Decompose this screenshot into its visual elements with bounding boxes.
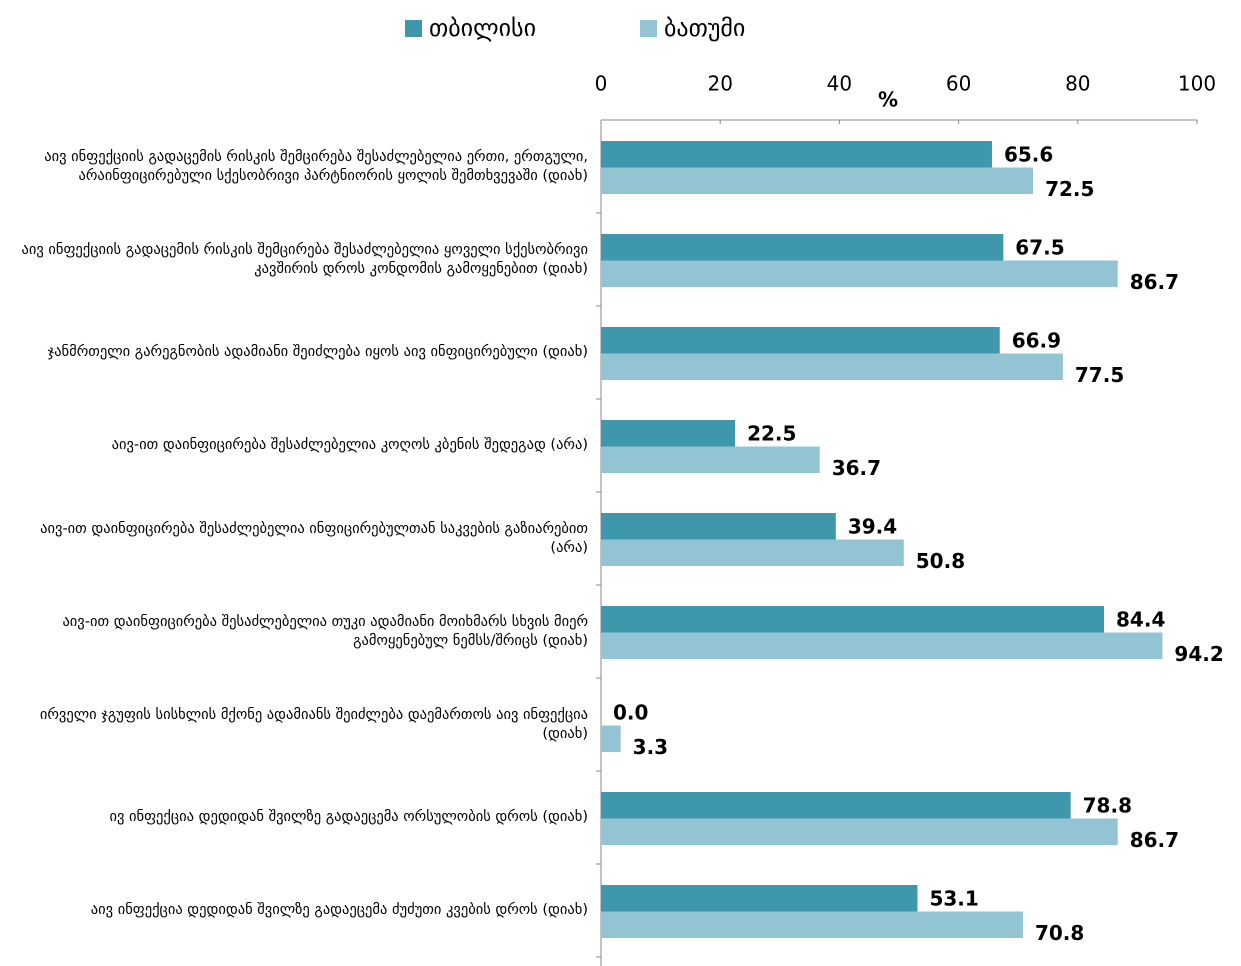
x-tick-label: 80	[1065, 72, 1090, 96]
category-label: აივ ინფექციის გადაცემის რისკის შემცირება…	[0, 213, 588, 306]
x-tick-label: 100	[1178, 72, 1216, 96]
category-label: აივ ინფექცია დედიდან შვილზე გადაეცემა ძუ…	[0, 864, 588, 957]
category-text: აივ ინფექცია დედიდან შვილზე გადაეცემა ძუ…	[90, 902, 588, 918]
data-label: 94.2	[1174, 642, 1223, 666]
bar	[601, 606, 1105, 633]
legend-swatch	[640, 20, 657, 37]
data-label: 72.5	[1045, 177, 1094, 201]
category-text: აივ ინფექციის გადაცემის რისკის შემცირება…	[21, 241, 588, 277]
data-label: 70.8	[1035, 921, 1084, 945]
x-tick-label: 40	[827, 72, 852, 96]
category-text: ივ ინფექცია დედიდან შვილზე გადაეცემა ორს…	[109, 809, 588, 825]
data-label: 84.4	[1116, 608, 1165, 632]
bar	[601, 141, 992, 168]
category-text: აივ-ით დაინფიცირება შესაძლებელია ინფიცირ…	[40, 520, 588, 556]
data-label: 53.1	[929, 887, 978, 911]
data-label: 50.8	[916, 549, 965, 573]
data-label: 39.4	[848, 515, 897, 539]
x-tick-label: 60	[946, 72, 971, 96]
data-label: 86.7	[1130, 828, 1179, 852]
data-label: 77.5	[1075, 363, 1124, 387]
bar	[601, 911, 1023, 938]
category-text: აივ-ით დაინფიცირება შესაძლებელია კოღოს კ…	[111, 437, 588, 453]
legend-swatch	[405, 20, 422, 37]
data-label: 65.6	[1004, 143, 1053, 167]
category-label: აივ ინფექციის გადაცემის რისკის შემცირება…	[0, 120, 588, 213]
bar	[601, 539, 904, 566]
data-label: 66.9	[1012, 329, 1061, 353]
category-label: ჯანმრთელი გარეგნობის ადამიანი შეიძლება ი…	[0, 306, 588, 399]
category-text: აივ ინფექციის გადაცემის რისკის შემცირება…	[44, 148, 588, 184]
bar	[601, 632, 1163, 659]
data-label: 86.7	[1130, 270, 1179, 294]
bar	[601, 234, 1004, 261]
category-text: ირველი ჯგუფის სისხლის მქონე ადამიანს შეი…	[39, 706, 588, 742]
bar	[601, 167, 1034, 194]
data-label: 22.5	[747, 422, 796, 446]
x-axis-label: %	[878, 88, 898, 112]
category-text: ჯანმრთელი გარეგნობის ადამიანი შეიძლება ი…	[47, 344, 588, 360]
category-text: აივ-ით დაინფიცირება შესაძლებელია თუკი ად…	[62, 613, 588, 649]
bar	[601, 327, 1000, 354]
data-label: 0.0	[613, 701, 648, 725]
bar	[601, 513, 836, 540]
category-label: აივ-ით დაინფიცირება შესაძლებელია ინფიცირ…	[0, 492, 588, 585]
category-label: აივ-ით დაინფიცირება შესაძლებელია კოღოს კ…	[0, 399, 588, 492]
category-label: ივ ინფექცია დედიდან შვილზე გადაეცემა ორს…	[0, 771, 588, 864]
bar	[601, 446, 820, 473]
legend-label: ბათუმი	[664, 14, 745, 42]
legend-label: თბილისი	[429, 14, 536, 42]
category-label: აივ-ით დაინფიცირება შესაძლებელია თუკი ად…	[0, 585, 588, 678]
bar	[601, 885, 918, 912]
data-label: 36.7	[832, 456, 881, 480]
bar	[601, 725, 621, 752]
data-label: 3.3	[633, 735, 668, 759]
bar	[601, 353, 1063, 380]
bar	[601, 818, 1118, 845]
x-tick-label: 20	[707, 72, 732, 96]
bar	[601, 260, 1118, 287]
data-label: 67.5	[1015, 236, 1064, 260]
bar	[601, 420, 736, 447]
data-label: 78.8	[1083, 794, 1132, 818]
x-tick-label: 0	[595, 72, 608, 96]
bar	[601, 792, 1071, 819]
category-label: ირველი ჯგუფის სისხლის მქონე ადამიანს შეი…	[0, 678, 588, 771]
